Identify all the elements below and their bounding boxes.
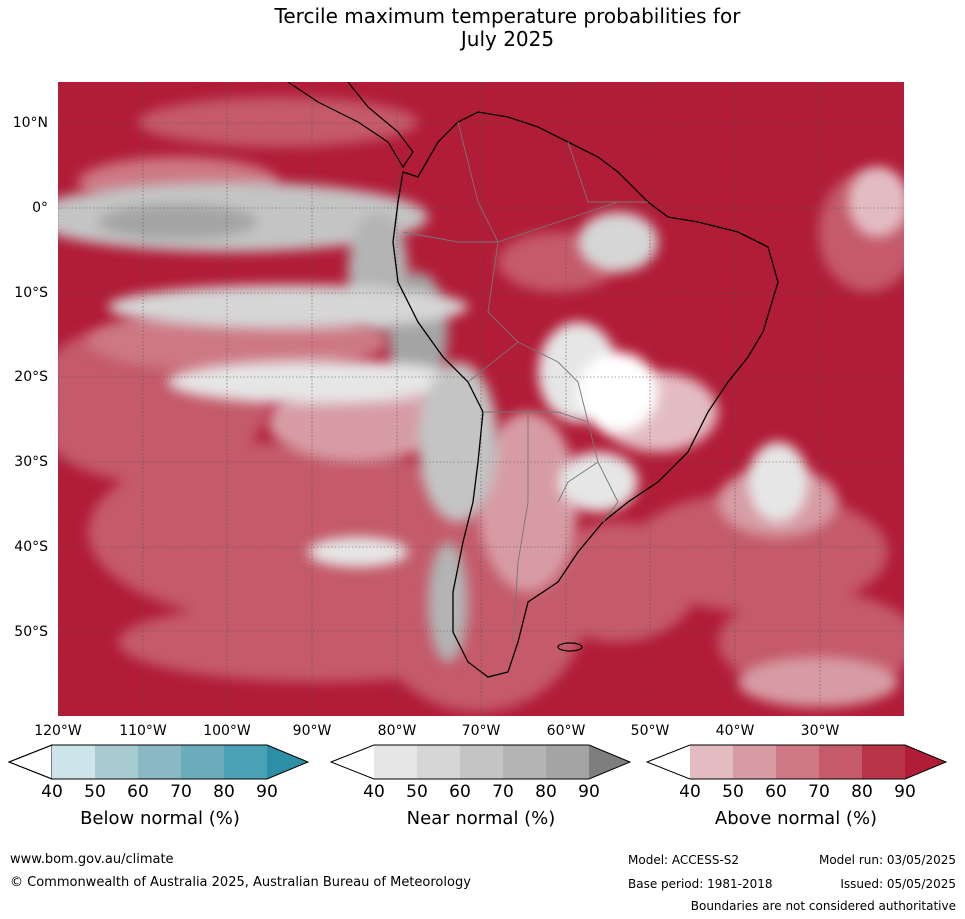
near-normal-title: Near normal (%): [406, 808, 556, 829]
near-normal-swatch-40: [374, 745, 417, 779]
lon-label-40w: 40°W: [715, 723, 755, 739]
lat-label-40s: 40°S: [14, 539, 48, 555]
near-normal-swatch-50: [417, 745, 460, 779]
lat-label-10s: 10°S: [14, 285, 48, 301]
below-normal-swatch-under: [8, 744, 53, 780]
near-normal-tick: 50: [406, 782, 428, 802]
above-normal-tick: 70: [808, 782, 830, 802]
above-normal-tick: 60: [765, 782, 787, 802]
above-normal-title: Above normal (%): [714, 808, 878, 829]
website-link[interactable]: www.bom.gov.au/climate: [10, 852, 174, 867]
probability-map-canvas: [58, 82, 904, 716]
disclaimer-text: Boundaries are not considered authoritat…: [690, 899, 956, 913]
lat-label-0: 0°: [32, 200, 48, 216]
above-normal-tick: 40: [679, 782, 701, 802]
copyright-text: © Commonwealth of Australia 2025, Austra…: [10, 875, 471, 890]
issued-text: Issued: 05/05/2025: [840, 877, 956, 891]
above-normal-swatch-50: [733, 745, 776, 779]
below-normal-swatch-90: [267, 745, 308, 779]
below-normal-tick: 40: [41, 782, 63, 802]
lon-label-90w: 90°W: [292, 723, 332, 739]
lat-label-50s: 50°S: [14, 624, 48, 640]
near-normal-areas: [58, 182, 808, 662]
near-normal-tick: 40: [363, 782, 385, 802]
below-normal-tick: 50: [84, 782, 106, 802]
above-normal-swatch-70: [819, 745, 862, 779]
lon-label-30w: 30°W: [800, 723, 840, 739]
below-normal-tick: 60: [127, 782, 149, 802]
probability-map: [58, 82, 904, 716]
graticule: [58, 82, 904, 716]
lat-label-10n: 10°N: [12, 115, 48, 131]
below-normal-swatch-40: [52, 745, 95, 779]
lon-label-120w: 120°W: [34, 723, 82, 739]
above-normal-swatch-under: [647, 745, 690, 779]
below-normal-tick: 80: [213, 782, 235, 802]
near-normal-swatch-90: [589, 745, 630, 779]
below-normal-swatch-80: [224, 745, 267, 779]
above-normal-swatch-60: [776, 745, 819, 779]
above-normal-colorbar: [646, 744, 948, 780]
near-normal-swatch-under: [331, 745, 374, 779]
near-normal-swatch-80: [546, 745, 589, 779]
lon-label-80w: 80°W: [377, 723, 417, 739]
above-normal-swatch-80: [862, 745, 905, 779]
above-normal-tick: 50: [722, 782, 744, 802]
below-normal-swatch-60: [138, 745, 181, 779]
below-normal-swatch-50: [95, 745, 138, 779]
model-run-text: Model run: 03/05/2025: [818, 853, 956, 867]
above-normal-tick: 90: [894, 782, 916, 802]
below-normal-swatch-70: [181, 745, 224, 779]
near-normal-tick: 60: [449, 782, 471, 802]
lat-label-20s: 20°S: [14, 369, 48, 385]
near-normal-swatch-70: [503, 745, 546, 779]
map-title: Tercile maximum temperature probabilitie…: [0, 5, 965, 51]
lon-label-50w: 50°W: [630, 723, 670, 739]
near-normal-tick: 90: [578, 782, 600, 802]
model-text: Model: ACCESS-S2: [628, 853, 740, 867]
map-title-line1: Tercile maximum temperature probabilitie…: [274, 4, 741, 28]
near-normal-tick: 80: [535, 782, 557, 802]
lat-label-30s: 30°S: [14, 454, 48, 470]
near-normal-tick: 70: [492, 782, 514, 802]
south-america-coastline: [392, 111, 779, 678]
below-normal-colorbar: [8, 744, 310, 780]
base-period-text: Base period: 1981-2018: [628, 877, 773, 891]
map-title-line2: July 2025: [460, 27, 555, 51]
lon-label-100w: 100°W: [203, 723, 251, 739]
below-normal-tick: 70: [170, 782, 192, 802]
near-normal-swatch-60: [460, 745, 503, 779]
lon-label-70w: 70°W: [461, 723, 501, 739]
falklands-coastline: [557, 642, 583, 652]
above-normal-swatch-90: [905, 745, 946, 779]
lon-label-60w: 60°W: [546, 723, 586, 739]
lon-label-110w: 110°W: [119, 723, 167, 739]
near-normal-colorbar: [330, 744, 632, 780]
above-normal-tick: 80: [851, 782, 873, 802]
above-normal-swatch-40: [690, 745, 733, 779]
below-normal-title: Below normal (%): [80, 808, 240, 829]
below-normal-tick: 90: [256, 782, 278, 802]
country-borders: [402, 121, 648, 643]
central-america-coastline: [287, 82, 414, 169]
